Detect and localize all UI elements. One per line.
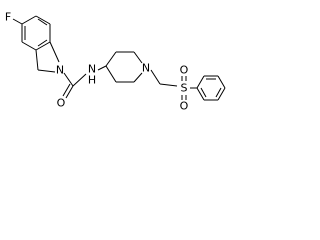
atom-label: N xyxy=(88,63,96,76)
atom-label: O xyxy=(180,64,189,77)
atom-label: F xyxy=(5,11,11,24)
bonds xyxy=(12,15,226,101)
atom-label: N xyxy=(56,64,64,77)
atom-label: S xyxy=(181,82,188,95)
atom-label: N xyxy=(142,62,150,75)
molecule-diagram: F N O N H N S O O xyxy=(5,11,226,112)
atom-label: O xyxy=(57,97,66,110)
atom-labels: F N O N H N S O O xyxy=(5,11,189,112)
atom-label: O xyxy=(180,100,189,112)
atom-label: H xyxy=(88,74,96,87)
